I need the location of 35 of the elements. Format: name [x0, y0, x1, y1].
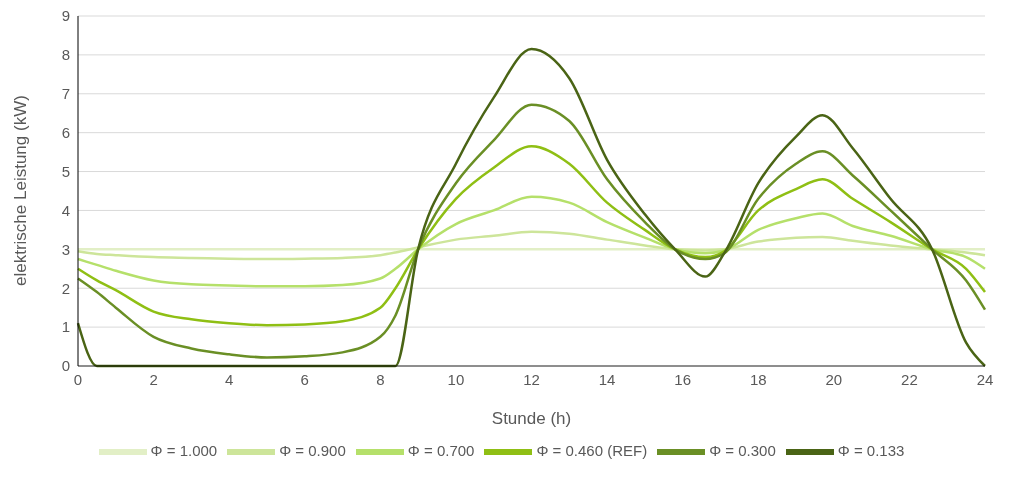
legend-label: Φ = 0.900 [279, 441, 346, 459]
y-tick-label: 5 [61, 162, 70, 180]
legend-label: Φ = 0.133 [837, 441, 905, 459]
x-tick-label: 6 [300, 370, 309, 388]
x-tick-label: 8 [376, 370, 385, 388]
y-tick-label: 4 [61, 201, 70, 219]
y-tick-label: 1 [61, 318, 70, 336]
line-series [76, 195, 987, 288]
x-tick-label: 2 [149, 370, 158, 388]
x-tick-label: 12 [523, 370, 540, 388]
x-tick-label: 20 [825, 370, 843, 388]
x-tick-label: 22 [901, 370, 918, 388]
legend-label: Φ = 0.460 (REF) [536, 441, 648, 459]
y-tick-label: 0 [61, 357, 70, 375]
x-tick-label: 4 [224, 370, 234, 388]
y-tick-label: 3 [61, 240, 70, 258]
x-tick-label: 14 [598, 370, 616, 388]
y-tick-label: 7 [61, 85, 70, 103]
y-axis-title: elektrische Leistung (kW) [11, 95, 31, 286]
line-series [76, 145, 987, 327]
legend-label: Φ = 0.700 [407, 441, 475, 459]
y-tick-label: 2 [61, 279, 70, 297]
x-tick-label: 24 [976, 370, 994, 388]
y-tick-label: 6 [61, 123, 70, 141]
y-tick-label: 8 [61, 46, 70, 64]
line-series [76, 230, 987, 261]
x-tick-label: 18 [749, 370, 767, 388]
x-tick-label: 10 [447, 370, 465, 388]
line-series [76, 103, 987, 359]
x-tick-label: 0 [73, 370, 83, 388]
legend-label: Φ = 0.300 [709, 441, 776, 459]
x-axis-title: Stunde (h) [491, 409, 572, 428]
legend-label: Φ = 1.000 [150, 441, 218, 459]
y-tick-label: 9 [61, 7, 70, 25]
x-tick-label: 16 [674, 370, 692, 388]
